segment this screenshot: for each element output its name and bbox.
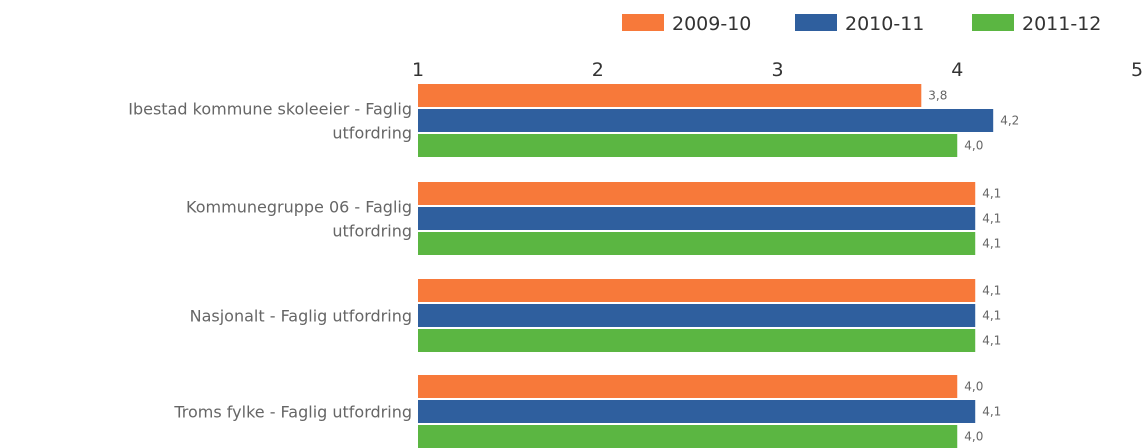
legend-swatch-2010-11 [795,14,837,31]
bar-value-label: 4,1 [982,187,1001,201]
bar-value-label: 4,1 [982,334,1001,348]
category-label: Ibestad kommune skoleeier - Faglig [128,100,412,119]
category-label: Nasjonalt - Faglig utfordring [190,307,412,326]
category-label: utfordring [332,124,412,143]
bar-2010-11 [418,400,976,423]
legend-swatch-2009-10 [622,14,664,31]
bar-2011-12 [418,134,958,157]
legend-label-2009-10: 2009-10 [672,13,751,35]
legend-swatch-2011-12 [972,14,1014,31]
bar-value-label: 4,1 [982,309,1001,323]
x-axis-ticks: 1 2 3 4 5 [412,59,1143,81]
legend-label-2011-12: 2011-12 [1022,13,1101,35]
bar-2009-10 [418,182,976,205]
data-labels: 3,8 4,2 4,0 4,1 4,1 4,1 4,1 4,1 4,1 4,0 4,1 4,0 [928,89,1019,444]
bar-value-label: 4,1 [982,212,1001,226]
x-tick-label: 4 [951,59,963,81]
bar-2011-12 [418,232,976,255]
bar-value-label: 4,0 [964,139,983,153]
category-label: Kommunegruppe 06 - Faglig [186,198,412,217]
bars [418,84,994,448]
bar-value-label: 4,1 [982,405,1001,419]
x-tick-label: 3 [771,59,783,81]
bar-2009-10 [418,84,922,107]
bar-value-label: 3,8 [928,89,947,103]
legend: 2009-10 2010-11 2011-12 [622,13,1101,35]
bar-2009-10 [418,279,976,302]
legend-label-2010-11: 2010-11 [845,13,924,35]
bar-2010-11 [418,304,976,327]
bar-value-label: 4,1 [982,284,1001,298]
x-tick-label: 5 [1131,59,1143,81]
bar-2010-11 [418,109,994,132]
x-tick-label: 2 [592,59,604,81]
bar-value-label: 4,2 [1000,114,1019,128]
bar-2011-12 [418,425,958,448]
x-tick-label: 1 [412,59,424,81]
bar-value-label: 4,1 [982,237,1001,251]
bar-2010-11 [418,207,976,230]
bar-2011-12 [418,329,976,352]
bar-2009-10 [418,375,958,398]
category-label: utfordring [332,222,412,241]
bar-value-label: 4,0 [964,430,983,444]
category-labels: Ibestad kommune skoleeier - Faglig utford… [128,100,412,422]
category-label: Troms fylke - Faglig utfordring [173,403,412,422]
bar-value-label: 4,0 [964,380,983,394]
